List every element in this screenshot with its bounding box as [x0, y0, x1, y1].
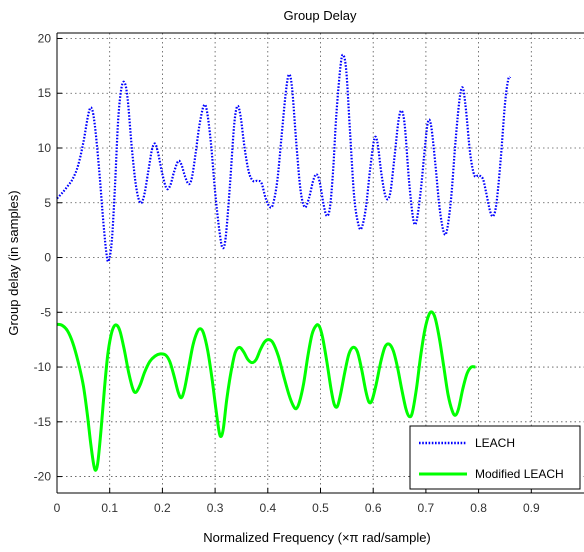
- tick-labels: 0 0.1 0.2 0.3 0.4 0.5 0.6 0.7 0.8 0.9 20 15 10 5 0 -5 -1…: [34, 31, 540, 515]
- y-tick-label-5: -5: [40, 305, 51, 319]
- legend-label-modified-leach: Modified LEACH: [475, 467, 564, 481]
- legend: LEACH Modified LEACH: [409, 425, 581, 490]
- x-tick-label-7: 0.7: [418, 501, 435, 515]
- x-tick-label-1: 0.1: [101, 501, 118, 515]
- x-tick-label-0: 0: [54, 501, 61, 515]
- y-tick-label-1: 15: [38, 86, 52, 100]
- y-tick-label-4: 0: [44, 251, 51, 265]
- series-line-modified-leach: [56, 310, 476, 472]
- y-tick-label-8: -20: [34, 470, 52, 484]
- x-tick-label-6: 0.6: [365, 501, 382, 515]
- y-tick-label-7: -15: [34, 415, 52, 429]
- x-tick-label-4: 0.4: [259, 501, 276, 515]
- x-tick-label-3: 0.3: [207, 501, 224, 515]
- y-tick-label-6: -10: [34, 360, 52, 374]
- x-tick-label-5: 0.5: [312, 501, 329, 515]
- legend-box: [409, 425, 581, 490]
- y-axis-label: Group delay (in samples): [6, 190, 21, 335]
- chart-title: Group Delay: [284, 8, 357, 23]
- series-layer: [56, 53, 512, 472]
- y-tick-label-3: 5: [44, 196, 51, 210]
- grid-lines: [57, 33, 584, 493]
- x-tick-label-8: 0.8: [470, 501, 487, 515]
- x-tick-label-9: 0.9: [523, 501, 540, 515]
- axes: [56, 32, 584, 494]
- series-line-leach: [56, 53, 512, 263]
- x-tick-label-2: 0.2: [154, 501, 171, 515]
- legend-label-leach: LEACH: [475, 436, 515, 450]
- x-axis-label: Normalized Frequency (×π rad/sample): [203, 530, 431, 545]
- y-tick-label-2: 10: [38, 141, 52, 155]
- y-tick-label-0: 20: [38, 31, 52, 45]
